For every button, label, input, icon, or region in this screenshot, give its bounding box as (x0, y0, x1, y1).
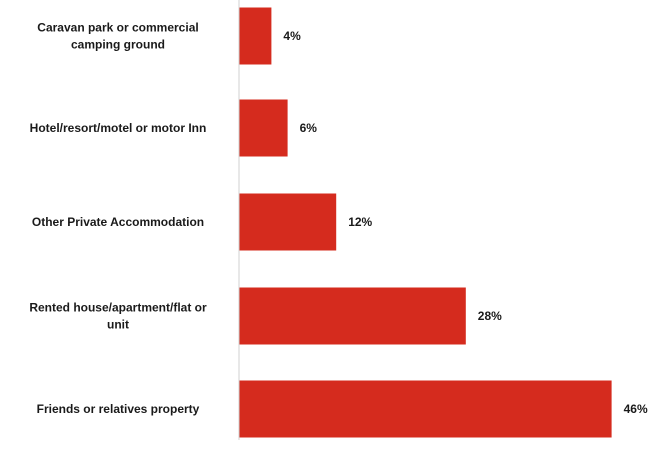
bar-1 (239, 99, 288, 157)
bar-4 (239, 380, 612, 438)
bars-group (239, 7, 612, 438)
category-label-4: Friends or relatives property (37, 402, 200, 416)
category-label-line: Hotel/resort/motel or motor Inn (30, 121, 207, 135)
category-label-line: Caravan park or commercial (37, 21, 198, 35)
category-label-line: Friends or relatives property (37, 402, 200, 416)
data-label-3: 28% (478, 309, 502, 323)
category-label-line: Rented house/apartment/flat or (29, 301, 207, 315)
category-label-3: Rented house/apartment/flat or unit (29, 301, 207, 332)
bar-0 (239, 7, 272, 65)
data-label-4: 46% (624, 402, 648, 416)
data-label-1: 6% (300, 121, 318, 135)
category-label-1: Hotel/resort/motel or motor Inn (30, 121, 207, 135)
bar-2 (239, 193, 337, 251)
category-label-2: Other Private Accommodation (32, 215, 204, 229)
category-label-0: Caravan park or commercial camping ground (37, 21, 198, 52)
data-labels-group: 4% 6% 12% 28% 46% (283, 29, 648, 416)
category-labels-group: Caravan park or commercial camping ground… (29, 21, 207, 417)
data-label-2: 12% (348, 215, 372, 229)
category-label-line: camping ground (71, 38, 165, 52)
bar-3 (239, 287, 466, 345)
data-label-0: 4% (283, 29, 301, 43)
category-label-line: Other Private Accommodation (32, 215, 204, 229)
category-label-line: unit (107, 318, 129, 332)
